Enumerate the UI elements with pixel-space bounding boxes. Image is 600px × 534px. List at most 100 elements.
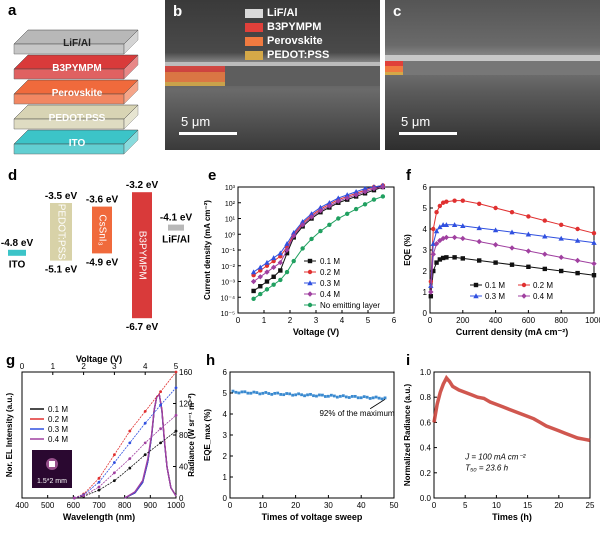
data-point xyxy=(288,392,292,396)
legend-marker-1 xyxy=(521,282,527,288)
radiance-curve-0 xyxy=(74,430,177,499)
data-point xyxy=(434,260,439,265)
y-tick-label: 0.0 xyxy=(420,494,432,503)
data-point xyxy=(542,233,548,239)
data-point xyxy=(430,251,436,257)
panel-label-a: a xyxy=(8,2,17,19)
energy-top-label-1: -3.5 eV xyxy=(45,191,78,202)
data-point xyxy=(575,270,580,276)
energy-bottom-label-2: -4.9 eV xyxy=(86,257,119,268)
x-tick-label: 4 xyxy=(340,316,345,325)
data-point xyxy=(251,288,256,294)
data-point xyxy=(428,294,434,299)
radiance-curve-3 xyxy=(74,415,177,499)
energy-bar-1 xyxy=(50,203,72,261)
data-point xyxy=(264,391,268,394)
data-point xyxy=(542,251,548,257)
energy-name-0: ITO xyxy=(9,260,26,271)
x-tick-label: 20 xyxy=(554,501,563,510)
x-tick-label: 600 xyxy=(67,501,81,510)
data-point xyxy=(380,194,386,199)
data-point xyxy=(359,396,363,400)
legend-marker-0 xyxy=(307,258,313,264)
data-point xyxy=(591,239,597,245)
x-tick-label: 900 xyxy=(144,501,158,510)
data-point xyxy=(509,245,515,251)
data-point xyxy=(526,214,531,219)
data-point xyxy=(308,214,315,220)
data-point xyxy=(321,393,324,397)
x-tick-label: 0 xyxy=(236,316,241,325)
radiance-point xyxy=(97,485,101,489)
data-point xyxy=(329,393,333,397)
sem-legend-item: LiF/Al xyxy=(245,6,329,20)
x-tick-label: 20 xyxy=(291,501,300,510)
legend-marker-2 xyxy=(473,293,479,299)
data-point xyxy=(559,222,564,227)
energy-level-diagram: -4.8 eV ITO -3.5 eV -5.1 eV PEDOT:PSS -3.6 eV… xyxy=(1,180,193,333)
data-point xyxy=(308,211,315,216)
data-point xyxy=(249,391,253,395)
data-point xyxy=(317,204,324,210)
sem-legend-item: B3PYMPM xyxy=(245,20,329,34)
radiance-curve-1 xyxy=(74,371,177,499)
x-tick-label: 700 xyxy=(92,501,106,510)
data-point xyxy=(362,202,368,207)
energy-bar-3 xyxy=(132,192,152,319)
x-tick-label: 2 xyxy=(288,316,293,325)
legend-label-2: 0.3 M xyxy=(48,425,68,434)
y-tick-label: 0.6 xyxy=(420,418,432,427)
y-tick-label: 0 xyxy=(223,494,228,503)
y-tick-label: 10⁻¹ xyxy=(221,248,235,255)
data-point xyxy=(383,396,387,400)
legend-label-1: 0.2 M xyxy=(48,415,68,424)
data-point xyxy=(347,396,351,399)
x-tick-label: 3 xyxy=(314,316,319,325)
data-point xyxy=(437,224,443,230)
radiance-point xyxy=(128,457,132,461)
y2-tick-label: 160 xyxy=(179,368,193,377)
data-point xyxy=(460,198,465,203)
y2-tick-label: 120 xyxy=(179,400,193,409)
data-point xyxy=(327,222,332,227)
data-point xyxy=(476,238,482,245)
panel-label-f: f xyxy=(406,167,411,184)
y-tick-label: 2 xyxy=(223,452,228,461)
data-point xyxy=(362,189,368,195)
data-point xyxy=(476,225,482,231)
data-point xyxy=(341,394,345,398)
device-stack-diagram: ITO PEDOT:PSS Perovskite B3PYMPM LiF/Al xyxy=(13,29,139,155)
eqe-stability-chart: 0 10 20 30 40 50 0 1 2 3 4 5 6 Times of voltage sweep… xyxy=(203,368,399,522)
y-axis-label: EQE (%) xyxy=(403,234,412,266)
energy-name-1: PEDOT:PSS xyxy=(55,204,66,260)
panel-label-b: b xyxy=(173,3,183,20)
data-point xyxy=(317,207,324,214)
data-point xyxy=(344,192,350,198)
sem-legend-label: B3PYMPM xyxy=(267,21,322,33)
x-tick-label: 200 xyxy=(456,316,470,325)
data-point xyxy=(271,282,276,287)
data-point xyxy=(264,259,270,265)
data-point xyxy=(591,231,597,236)
x2-tick-label: 4 xyxy=(143,362,148,371)
x-tick-label: 0 xyxy=(228,501,233,510)
x-axis-label: Wavelength (nm) xyxy=(63,512,135,522)
data-point xyxy=(434,210,439,215)
data-point xyxy=(344,395,348,399)
x-tick-label: 25 xyxy=(586,501,595,510)
stack-layer-side-1 xyxy=(123,54,139,80)
stack-layer-side-0 xyxy=(123,29,139,55)
annotation-label: 92% of the maximum xyxy=(319,409,394,418)
y-tick-label: 10⁻² xyxy=(221,264,235,271)
data-point xyxy=(332,394,336,398)
data-point xyxy=(542,218,547,223)
legend-label-4: No emitting layer xyxy=(320,301,380,310)
data-point xyxy=(460,256,465,261)
panel-e: e 0 1 2 3 4 5 6 10⁻⁵ 10⁻⁴ 10⁻³ 10⁻² 10⁻¹ 10⁰ 10¹ 10² 10… xyxy=(200,165,400,350)
x-tick-label: 1 xyxy=(262,316,267,325)
data-point xyxy=(264,287,270,292)
series-line-0 xyxy=(432,374,591,443)
data-point xyxy=(451,234,458,241)
data-point xyxy=(278,277,283,283)
sem-image-c xyxy=(385,0,600,150)
